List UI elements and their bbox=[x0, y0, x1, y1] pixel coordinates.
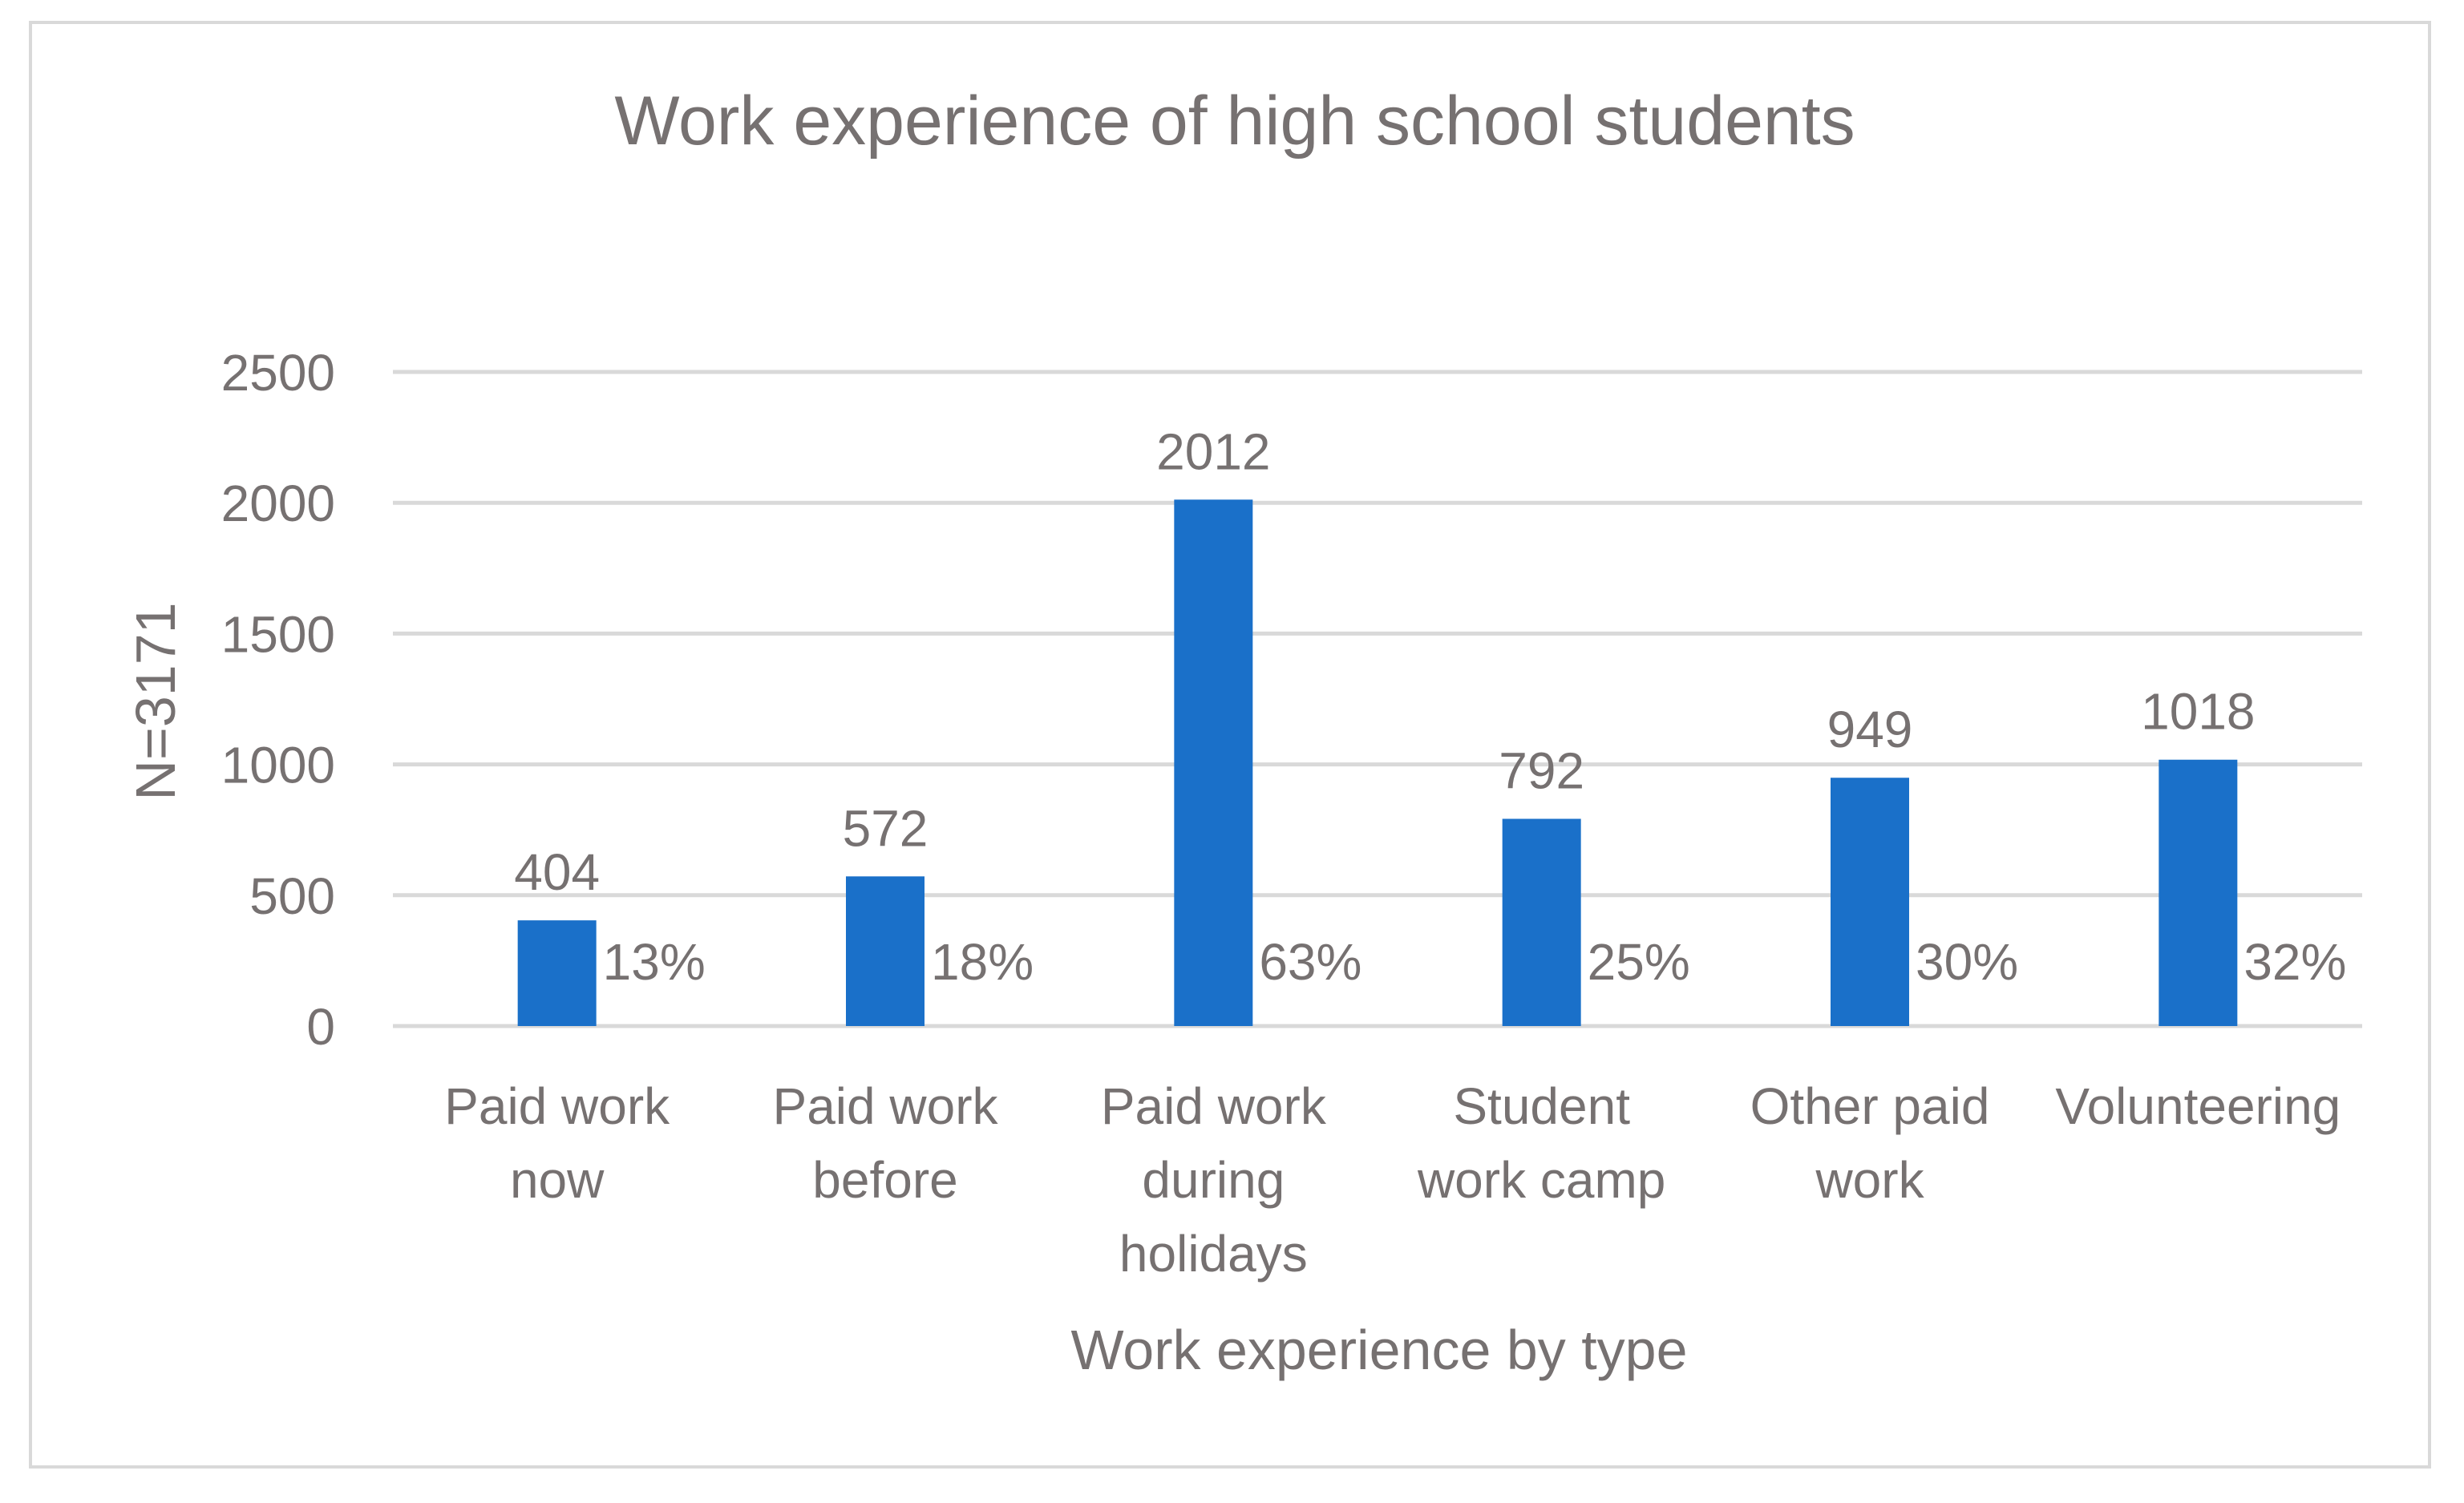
value-label: 792 bbox=[1499, 741, 1584, 799]
x-tick-line: Paid work bbox=[773, 1077, 999, 1135]
x-tick-line: now bbox=[510, 1151, 605, 1209]
y-tick-label: 1000 bbox=[221, 737, 335, 794]
y-tick-label: 500 bbox=[249, 867, 335, 925]
percent-label: 13% bbox=[603, 933, 706, 991]
value-label: 1018 bbox=[2141, 683, 2255, 741]
value-label: 572 bbox=[843, 799, 929, 857]
bar bbox=[846, 876, 925, 1026]
bar bbox=[2159, 759, 2238, 1026]
x-tick-line: Paid work bbox=[444, 1077, 670, 1135]
x-tick-label: Other paid work bbox=[1750, 1077, 1990, 1209]
bar bbox=[1502, 818, 1581, 1026]
y-tick-label: 2500 bbox=[221, 344, 335, 402]
x-tick-label: Paid work during holidays bbox=[1101, 1077, 1327, 1283]
x-axis-ticks: Paid work now Paid work before Paid work duri… bbox=[444, 1077, 2341, 1283]
x-tick-label: Paid work now bbox=[444, 1077, 670, 1209]
x-tick-line: during bbox=[1142, 1151, 1285, 1209]
x-tick-label: Paid work before bbox=[773, 1077, 999, 1209]
x-tick-line: work camp bbox=[1417, 1151, 1665, 1209]
y-axis-ticks: 0 500 1000 1500 2000 2500 bbox=[221, 344, 335, 1056]
x-tick-line: holidays bbox=[1119, 1225, 1308, 1283]
y-tick-label: 1500 bbox=[221, 605, 335, 663]
chart-title: Work experience of high school students bbox=[614, 83, 1855, 160]
x-tick-line: before bbox=[812, 1151, 957, 1209]
percent-label: 30% bbox=[1916, 933, 2018, 991]
x-tick-line: Other paid bbox=[1750, 1077, 1990, 1135]
bar bbox=[1174, 499, 1253, 1026]
x-tick-line: Student bbox=[1453, 1077, 1630, 1135]
y-tick-label: 2000 bbox=[221, 475, 335, 532]
y-tick-label: 0 bbox=[306, 998, 335, 1056]
y-axis-title: N=3171 bbox=[124, 602, 187, 800]
percent-label: 32% bbox=[2243, 933, 2346, 991]
gridlines bbox=[393, 370, 2362, 1028]
bar bbox=[1831, 778, 1909, 1026]
x-tick-label: Student work camp bbox=[1417, 1077, 1665, 1209]
x-axis-title: Work experience by type bbox=[1070, 1319, 1687, 1381]
percent-label: 63% bbox=[1259, 933, 1361, 991]
value-label: 949 bbox=[1827, 701, 1913, 758]
x-tick-line: Volunteering bbox=[2055, 1077, 2341, 1135]
bars bbox=[517, 499, 2238, 1026]
x-tick-line: work bbox=[1815, 1151, 1924, 1209]
x-tick-label: Volunteering bbox=[2055, 1077, 2341, 1135]
x-tick-line: Paid work bbox=[1101, 1077, 1327, 1135]
value-label: 404 bbox=[514, 843, 600, 901]
value-label: 2012 bbox=[1156, 422, 1270, 480]
percent-label: 25% bbox=[1588, 933, 1690, 991]
bar bbox=[517, 920, 597, 1026]
percent-label: 18% bbox=[931, 933, 1034, 991]
